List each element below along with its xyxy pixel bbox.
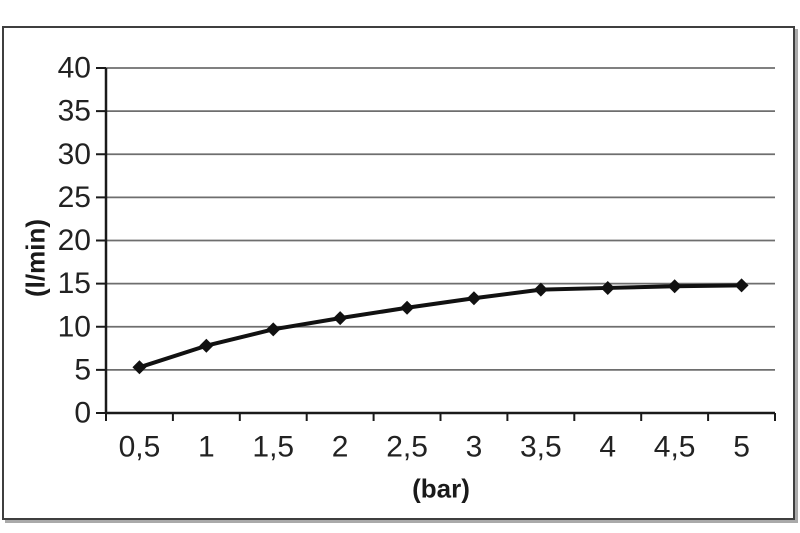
chart-frame-border xyxy=(2,26,795,520)
x-tick-label: 1,5 xyxy=(252,431,294,464)
x-tick-label: 4,5 xyxy=(654,431,696,464)
y-tick-label: 30 xyxy=(58,138,91,171)
y-tick-label: 0 xyxy=(74,397,91,430)
data-point-marker xyxy=(667,279,682,294)
data-point-marker xyxy=(400,300,415,315)
x-axis-title: (bar) xyxy=(412,473,470,504)
y-tick-label: 15 xyxy=(58,267,91,300)
y-tick-label: 20 xyxy=(58,224,91,257)
x-tick-label: 3 xyxy=(466,431,483,464)
y-tick-label: 10 xyxy=(58,310,91,343)
y-tick-label: 25 xyxy=(58,181,91,214)
x-tick-label: 2 xyxy=(332,431,349,464)
data-point-marker xyxy=(132,360,147,375)
x-tick-label: 4 xyxy=(599,431,616,464)
series-line xyxy=(138,283,742,370)
y-tick-label: 35 xyxy=(58,95,91,128)
data-point-marker xyxy=(333,311,348,326)
x-tick-label: 1 xyxy=(198,431,215,464)
data-point-marker xyxy=(734,278,749,293)
x-tick-label: 0,5 xyxy=(119,431,161,464)
data-point-marker xyxy=(533,282,548,297)
x-tick-label: 3,5 xyxy=(520,431,562,464)
y-tick-label: 40 xyxy=(58,52,91,85)
x-tick-label: 2,5 xyxy=(386,431,428,464)
y-axis-title: (l/min) xyxy=(20,219,51,297)
data-point-marker xyxy=(466,291,481,306)
y-tick-label: 5 xyxy=(74,353,91,386)
data-point-marker xyxy=(199,338,214,353)
x-tick-label: 5 xyxy=(733,431,750,464)
data-point-marker xyxy=(600,280,615,295)
data-point-marker xyxy=(266,322,281,337)
